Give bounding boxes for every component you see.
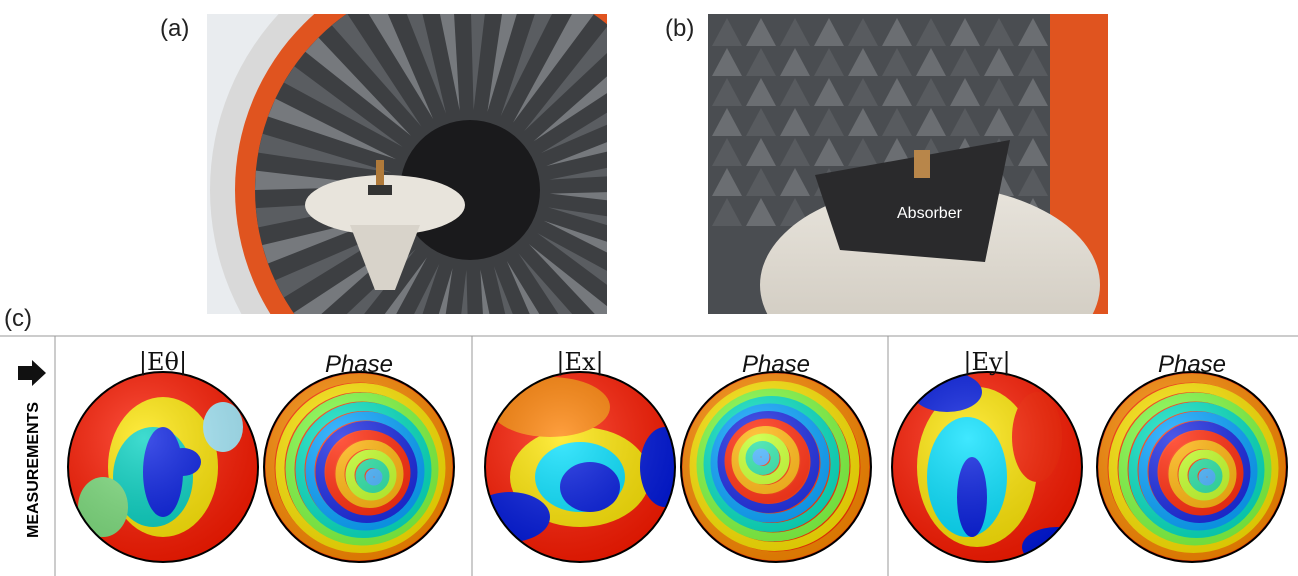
panel-label: (a) xyxy=(160,15,189,42)
magnitude-label: |Ey| xyxy=(963,348,1010,377)
magnitude-label: |Eθ| xyxy=(139,348,187,377)
magnitude-map xyxy=(470,372,690,562)
photo-a xyxy=(207,0,730,450)
magnitude-label: |Ex| xyxy=(556,348,603,377)
row-label: MEASUREMENTS xyxy=(25,402,42,538)
annotation: Absorber xyxy=(897,205,963,222)
figure: (a) Absorber (b) (c) MEASUREMENTS |Eθ| Ph… xyxy=(0,0,1298,576)
photo-b: Absorber xyxy=(708,14,1108,385)
panel-label: (c) xyxy=(4,305,32,332)
phase-label: Phase xyxy=(742,351,810,378)
magnitude-map xyxy=(892,372,1092,567)
arrow xyxy=(18,360,46,386)
phase-label: Phase xyxy=(325,351,393,378)
panel-label: (b) xyxy=(665,15,694,42)
phase-label: Phase xyxy=(1158,351,1226,378)
